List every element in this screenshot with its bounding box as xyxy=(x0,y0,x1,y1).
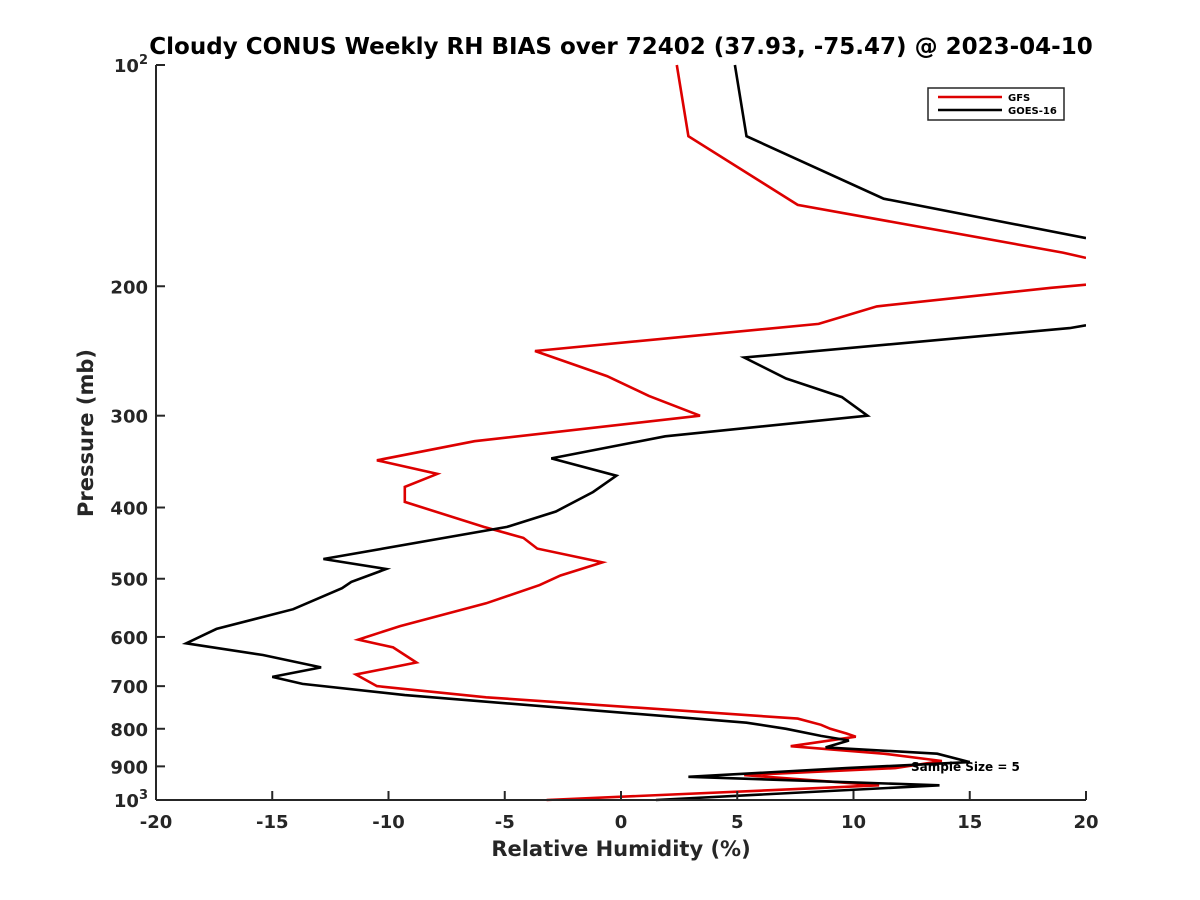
plot-area xyxy=(155,64,1086,802)
legend-box xyxy=(927,87,1065,121)
y-tick-label: 800 xyxy=(110,720,148,741)
series-line-goes-16-2 xyxy=(181,324,1086,802)
legend-label: GFS xyxy=(1008,93,1030,104)
x-tick-label: 5 xyxy=(731,812,744,833)
y-tick-label: 900 xyxy=(110,757,148,778)
x-tick-label: 0 xyxy=(615,812,628,833)
legend: GFS GOES-16 xyxy=(927,87,1065,121)
x-axis: -20 -15 -10 -5 0 5 10 15 20 xyxy=(140,791,1099,833)
series-line-goes-16-1 xyxy=(733,64,1086,240)
series-group xyxy=(181,64,1086,802)
y-axis-label: Pressure (mb) xyxy=(74,349,98,517)
chart-title: Cloudy CONUS Weekly RH BIAS over 72402 (… xyxy=(149,34,1092,60)
y-axis: 102 200 300 400 500 600 700 800 900 103 xyxy=(110,53,165,812)
x-tick-label: -5 xyxy=(495,812,515,833)
series-line-gfs-2 xyxy=(352,283,1086,802)
y-tick-label: 103 xyxy=(114,788,148,812)
y-tick-label: 700 xyxy=(110,677,148,698)
x-tick-label: 20 xyxy=(1073,812,1098,833)
x-tick-label: -20 xyxy=(140,812,173,833)
x-tick-label: 10 xyxy=(841,812,866,833)
x-tick-label: -15 xyxy=(256,812,289,833)
y-tick-label: 200 xyxy=(110,277,148,298)
y-tick-label: 500 xyxy=(110,570,148,591)
legend-label: GOES-16 xyxy=(1008,106,1057,117)
sample-size-annotation: Sample Size = 5 xyxy=(911,760,1020,774)
series-line-gfs-1 xyxy=(675,64,1086,260)
x-axis-label: Relative Humidity (%) xyxy=(491,837,750,861)
y-tick-label: 600 xyxy=(110,628,148,649)
y-tick-label: 400 xyxy=(110,499,148,520)
x-tick-label: -10 xyxy=(372,812,405,833)
y-tick-label: 300 xyxy=(110,407,148,428)
y-tick-label: 102 xyxy=(114,53,148,77)
x-tick-label: 15 xyxy=(957,812,982,833)
